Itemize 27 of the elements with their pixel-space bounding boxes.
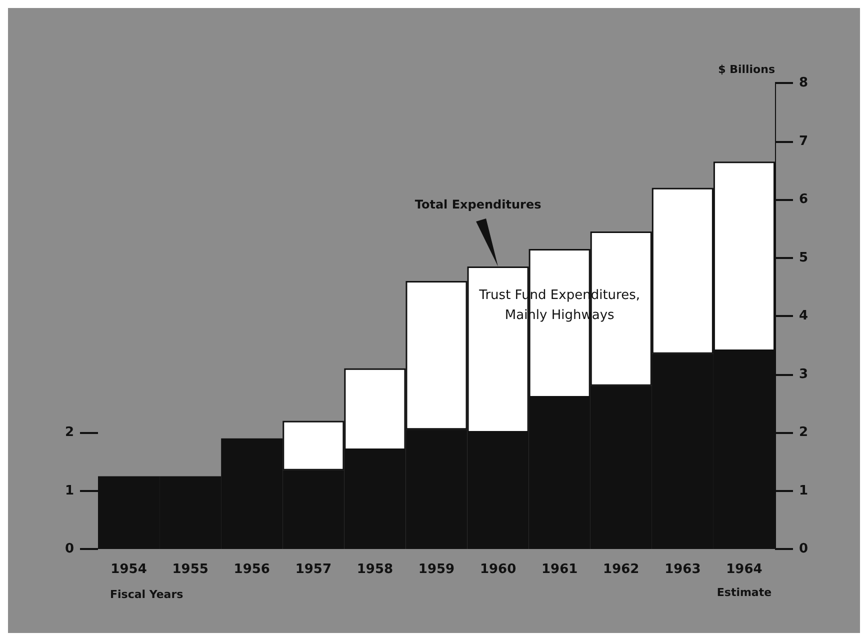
y2-tick-label: 5 [799,250,808,266]
y2-tick-label: 6 [799,192,808,207]
x-tick-label: 1958 [356,562,394,577]
x-tick-label: 1957 [295,562,332,577]
x-tick-label: 1962 [603,562,640,577]
y2-tick-label: 0 [799,542,808,556]
x-tick-label: 1959 [418,562,455,577]
text: Estimate [716,586,772,599]
x-tick-label: 1954 [110,562,147,577]
y-tick-label: 2 [64,425,74,440]
x-tick-label: 1956 [234,562,270,577]
x-tick-label: 1961 [541,562,578,577]
y-tick-label: 0 [64,542,74,556]
y2-tick-label: 7 [799,134,808,149]
y2-tick-label: 3 [799,366,808,382]
x-tick-label: 1963 [664,562,701,577]
x-tick-label: 1960 [480,562,516,577]
x-axis-title: Fiscal Years [110,588,184,601]
x-tick-label: 1964 [726,562,762,577]
annotation: Total Expenditures [414,197,542,212]
y2-tick-label: 8 [799,76,808,90]
y-tick-label: 1 [64,483,74,498]
y2-tick-label: 2 [799,425,808,440]
y2-axis-title: $ Billions [718,63,776,76]
y2-tick-label: 1 [799,483,808,498]
x-tick-label: 1955 [172,562,208,577]
y2-tick-label: 4 [799,308,808,324]
